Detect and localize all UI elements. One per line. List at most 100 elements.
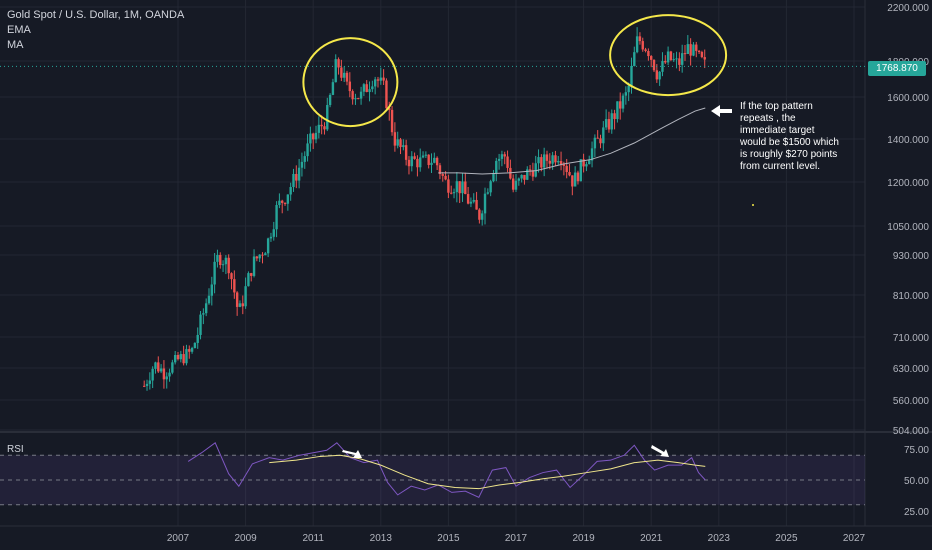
candle-body: [607, 119, 611, 130]
candle-body: [193, 342, 197, 349]
candle-body: [610, 113, 613, 130]
indicator-ma[interactable]: MA: [7, 39, 24, 51]
candle-body: [334, 59, 337, 83]
candle-body: [342, 72, 346, 78]
annotation-text[interactable]: If the top pattern repeats , the immedia…: [740, 101, 839, 172]
candle-body: [357, 98, 360, 100]
candle-body: [185, 349, 188, 364]
candle-body: [619, 101, 622, 109]
candle-body: [616, 101, 619, 120]
time-tick-label: 2019: [572, 533, 595, 544]
candle-body: [300, 161, 304, 168]
candle-body: [272, 229, 275, 237]
candle-body: [283, 202, 287, 204]
candle-body: [576, 172, 580, 182]
candle-body: [697, 50, 701, 52]
candle-body: [644, 49, 647, 51]
candle-body: [514, 180, 518, 190]
candle-body: [602, 127, 605, 144]
candle-body: [396, 139, 399, 146]
candle-body: [573, 172, 577, 187]
candle-body: [590, 148, 594, 161]
candle-body: [559, 161, 563, 165]
candle-body: [416, 158, 419, 168]
candle-body: [143, 385, 146, 387]
candle-body: [207, 295, 211, 304]
candle-body: [250, 273, 253, 276]
rsi-arrow-icon-right: [651, 445, 669, 457]
candle-body: [478, 209, 481, 220]
candle-body: [571, 175, 574, 187]
candle-body: [157, 362, 160, 372]
symbol-title[interactable]: Gold Spot / U.S. Dollar, 1M, OANDA: [7, 9, 185, 21]
indicator-ema[interactable]: EMA: [7, 24, 31, 36]
candle-body: [534, 163, 537, 177]
candle-body: [531, 170, 535, 177]
candle-body: [204, 303, 208, 314]
candle-body: [450, 192, 453, 194]
candle-body: [314, 132, 318, 140]
candle-body: [557, 161, 560, 163]
rsi-arrow-icon-left: [342, 450, 362, 458]
candle-body: [520, 174, 523, 179]
candle-body: [365, 84, 368, 92]
candle-body: [219, 254, 222, 265]
candle-body: [481, 213, 484, 220]
candle-body: [675, 58, 678, 60]
price-tick-label: 630.000: [893, 364, 930, 375]
candle-body: [337, 59, 340, 68]
candle-body: [354, 98, 357, 100]
candle-body: [252, 256, 256, 276]
candle-body: [230, 273, 233, 280]
candle-body: [385, 80, 388, 109]
candle-body: [613, 113, 616, 120]
candle-body: [295, 173, 298, 181]
candle-body: [168, 372, 171, 377]
candle-body: [596, 137, 599, 139]
time-tick-label: 2025: [775, 533, 798, 544]
rsi-pane-label[interactable]: RSI: [7, 444, 24, 455]
candle-body: [275, 205, 278, 230]
rsi-ma-line: [269, 454, 706, 490]
candle-body: [669, 51, 673, 60]
candle-body: [526, 169, 529, 180]
candle-body: [506, 156, 509, 168]
candle-body: [421, 155, 425, 158]
candle-body: [199, 314, 202, 335]
time-tick-label: 2013: [370, 533, 393, 544]
price-tick-label: 1400.000: [887, 135, 929, 146]
candle-body: [247, 273, 250, 287]
price-tick-label: 1200.000: [887, 178, 929, 189]
candle-body: [630, 66, 633, 86]
candle-body: [599, 138, 602, 144]
candle-body: [413, 156, 416, 159]
candle-body: [241, 303, 244, 307]
candle-body: [331, 82, 335, 95]
candle-body: [528, 169, 532, 171]
price-tick-label: 710.000: [893, 333, 930, 344]
candle-body: [593, 137, 597, 149]
candle-body: [151, 368, 154, 381]
candle-body: [517, 178, 521, 181]
candle-body: [393, 132, 397, 146]
candle-body: [650, 56, 653, 60]
rsi-tick-label: 25.00: [904, 507, 929, 518]
candle-body: [202, 313, 205, 315]
candle-body: [551, 155, 554, 164]
candle-body: [680, 53, 684, 65]
candle-body: [238, 303, 242, 307]
candle-body: [483, 193, 487, 214]
rsi-tick-label: 50.00: [904, 476, 929, 487]
top-pattern-circle-2011: [302, 37, 399, 128]
candle-body: [261, 254, 264, 256]
candle-body: [466, 194, 470, 204]
candle-body: [424, 154, 428, 156]
candle-body: [388, 108, 391, 110]
candle-body: [455, 181, 459, 193]
candle-body: [373, 79, 377, 87]
chart-legend: Gold Spot / U.S. Dollar, 1M, OANDA EMA M…: [7, 8, 184, 53]
candle-body: [621, 95, 625, 109]
candle-body: [402, 145, 405, 148]
